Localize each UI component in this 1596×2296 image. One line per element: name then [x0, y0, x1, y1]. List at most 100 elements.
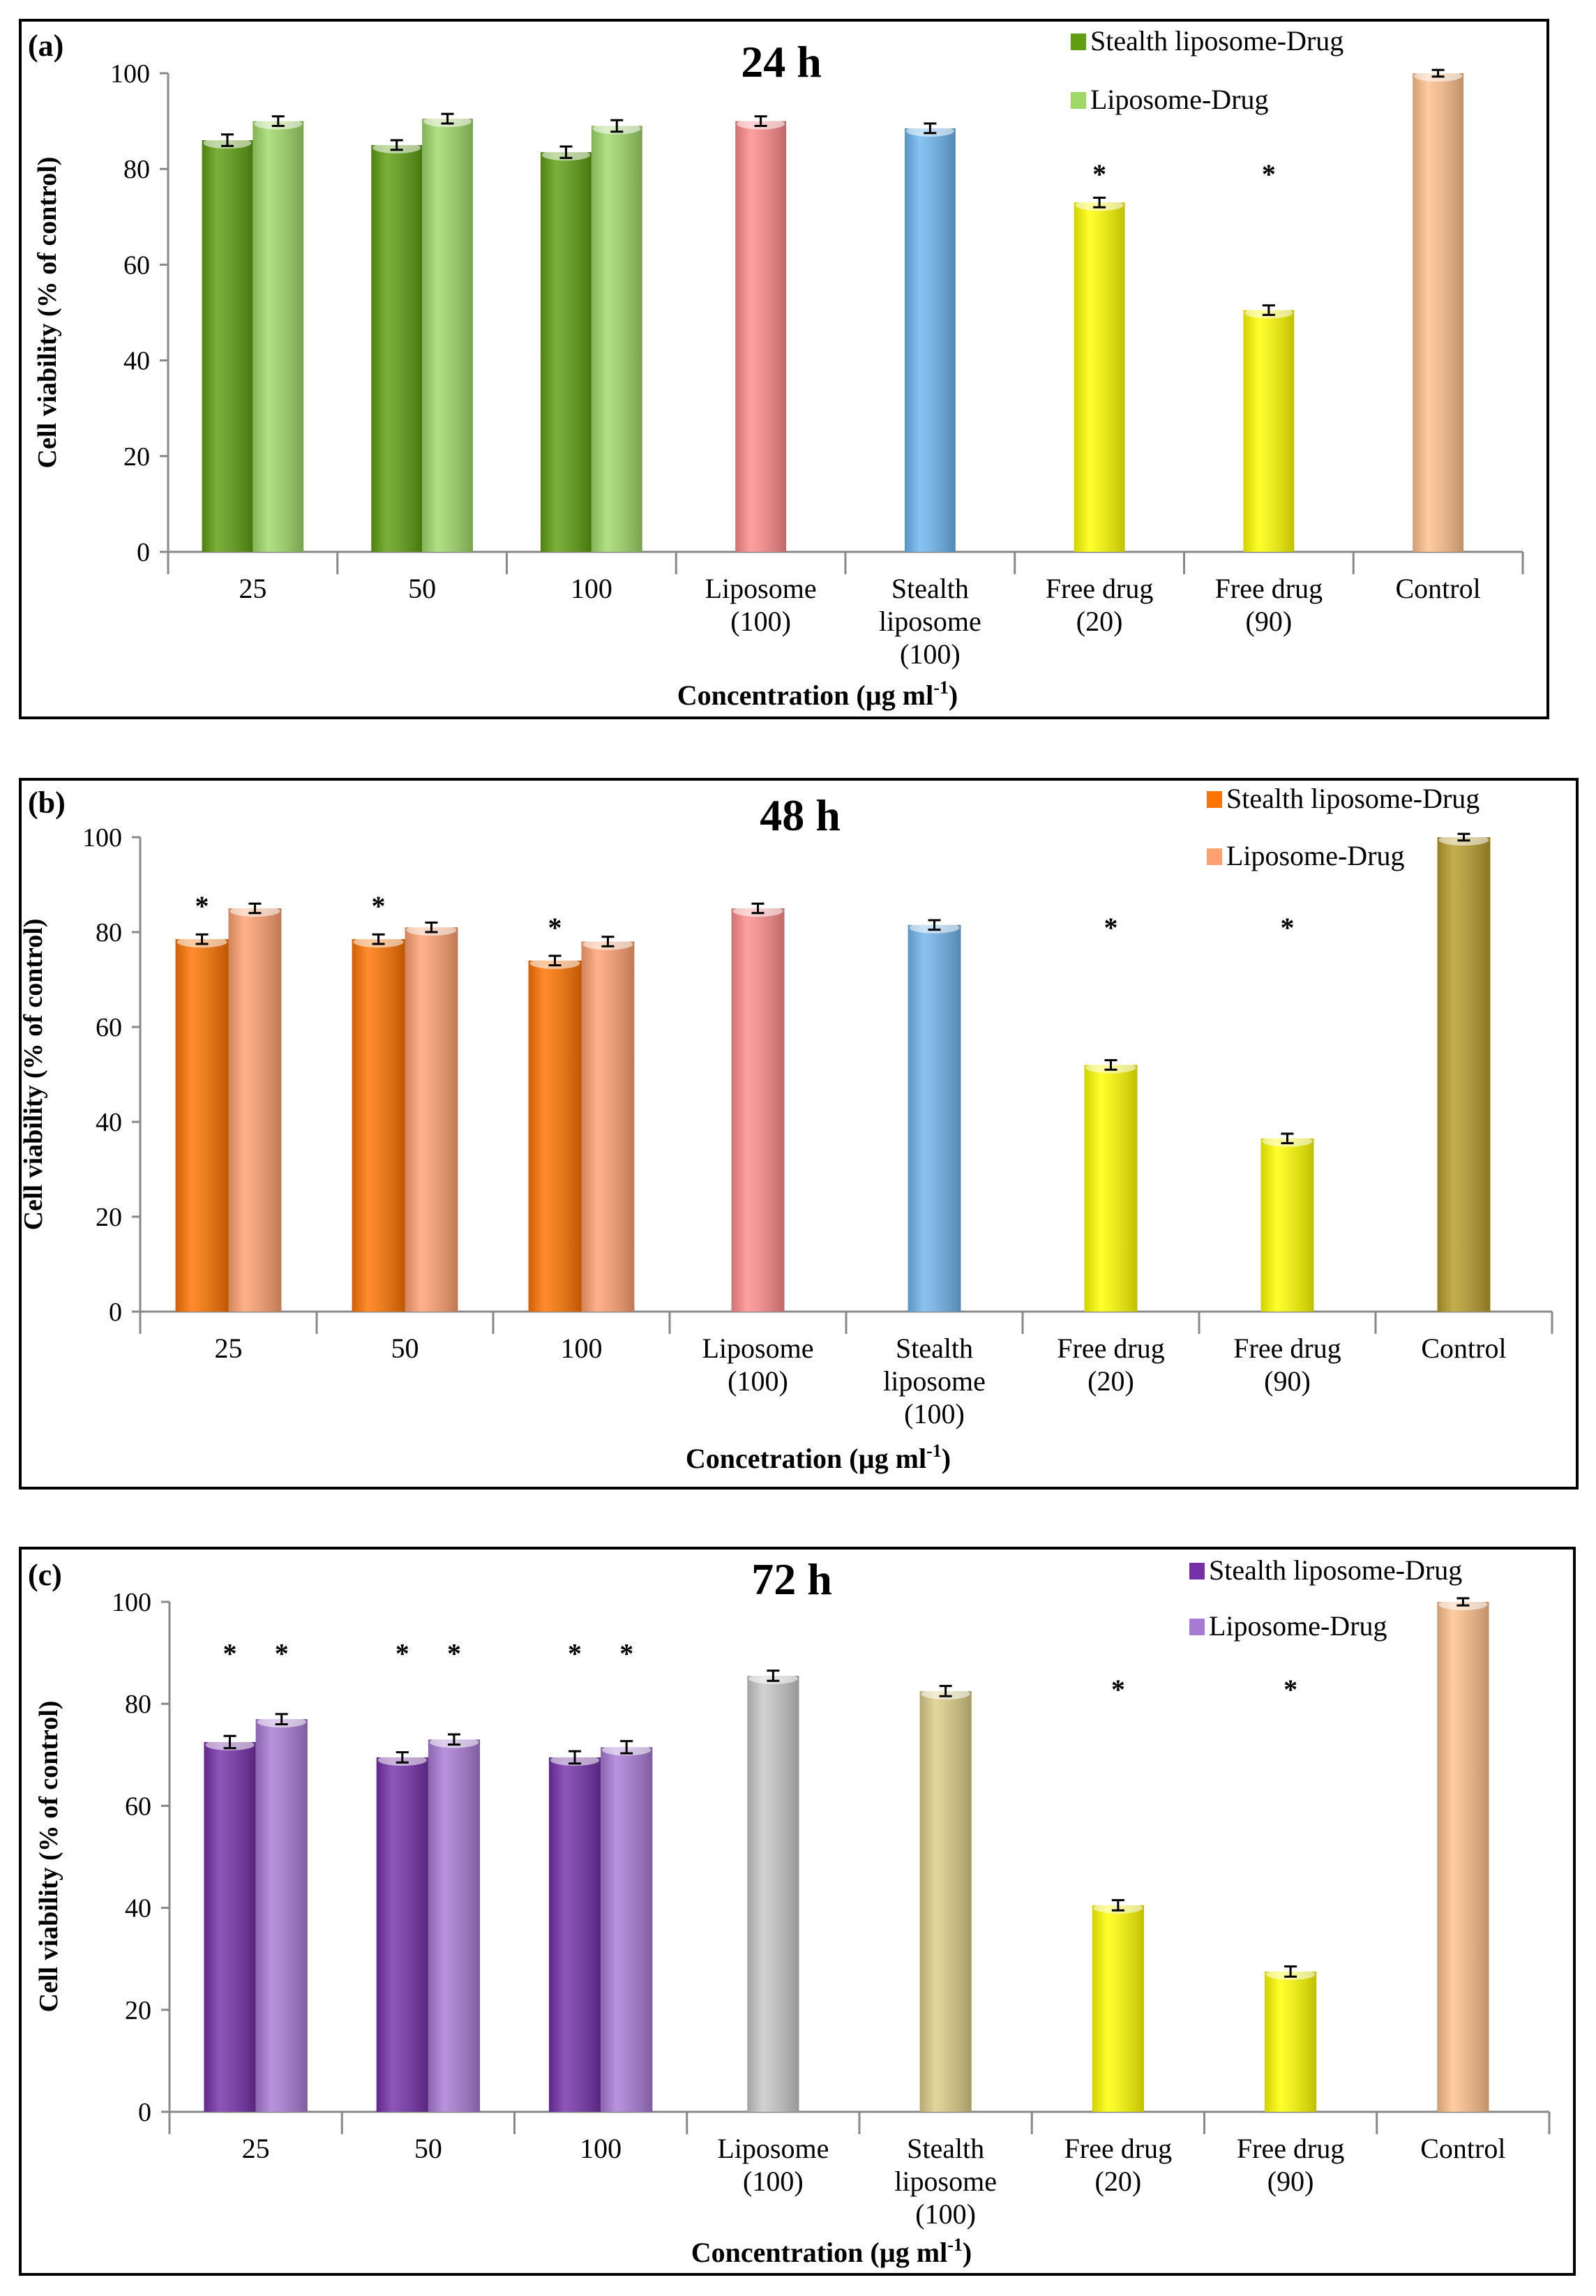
x-axis-title-end: ) [949, 680, 958, 711]
y-axis-title: Cell viability (% of control) [19, 919, 48, 1231]
bar-single-shading [1243, 310, 1295, 552]
y-tick-label: 60 [123, 250, 150, 280]
bar-stealth-liposome-drug-shading [548, 1757, 601, 2112]
x-tick-label: Free drug [1215, 573, 1323, 604]
x-tick-label: Stealth [891, 573, 969, 604]
x-tick-label: 25 [242, 2133, 270, 2164]
bar-stealth-liposome-drug-shading [541, 152, 592, 552]
significance-asterisk: * [447, 1638, 461, 1670]
chart-title: 72 h [751, 1554, 832, 1604]
legend-swatch [1207, 791, 1222, 808]
y-tick-label: 100 [82, 823, 122, 853]
x-tick-label: 50 [391, 1333, 419, 1364]
y-tick-label: 20 [123, 442, 150, 472]
x-tick-label: Free drug [1064, 2133, 1172, 2164]
x-tick-label: Free drug [1237, 2133, 1344, 2164]
x-tick-label: 25 [215, 1333, 243, 1364]
x-tick-label: (100) [743, 2166, 804, 2197]
bar-stealth-liposome-drug-shading [175, 939, 229, 1312]
panel-border [19, 19, 1549, 719]
x-tick-label: (100) [904, 1398, 965, 1430]
significance-asterisk: * [275, 1638, 289, 1670]
x-axis-title: Concentration (µg ml-1) [691, 2235, 972, 2268]
bar-liposome-drug-shading [591, 126, 642, 552]
bar-liposome-drug-shading [228, 908, 282, 1312]
bar-single-shading [1084, 1065, 1138, 1312]
significance-asterisk: * [1262, 158, 1276, 190]
y-tick-label: 20 [125, 1996, 151, 2025]
x-tick-label: Stealth [896, 1333, 973, 1364]
x-tick-label: (100) [915, 2198, 976, 2230]
x-tick-label: liposome [879, 606, 981, 637]
y-tick-label: 60 [96, 1013, 122, 1042]
legend-label: Stealth liposome-Drug [1209, 1554, 1462, 1586]
x-tick-label: Stealth [907, 2133, 984, 2164]
x-tick-label: liposome [894, 2166, 997, 2197]
y-tick-label: 0 [137, 538, 150, 567]
y-tick-label: 0 [109, 1298, 122, 1327]
x-axis-title-superscript: -1 [926, 1441, 942, 1461]
x-axis-title-superscript: -1 [933, 677, 949, 698]
legend-swatch [1189, 1563, 1205, 1580]
x-tick-label: 25 [239, 573, 266, 604]
bar-liposome-drug-shading [405, 927, 458, 1312]
significance-asterisk: * [396, 1638, 409, 1670]
y-tick-label: 0 [138, 2098, 151, 2127]
x-tick-label: 100 [580, 2133, 622, 2164]
bar-single-shading [919, 1690, 972, 2112]
x-tick-label: 100 [571, 573, 612, 604]
legend-swatch [1207, 848, 1222, 865]
panel-label: (a) [28, 29, 63, 63]
bar-liposome-drug-shading [428, 1739, 481, 2112]
x-tick-label: Control [1396, 573, 1481, 604]
x-tick-label: (90) [1264, 1365, 1311, 1397]
x-tick-label: 100 [561, 1333, 603, 1364]
significance-asterisk: * [195, 890, 209, 922]
significance-asterisk: * [548, 912, 562, 943]
bar-stealth-liposome-drug-shading [371, 144, 423, 552]
bar-single-shading [731, 908, 785, 1312]
significance-asterisk: * [568, 1638, 582, 1670]
significance-asterisk: * [223, 1638, 237, 1670]
x-tick-label: (90) [1267, 2166, 1314, 2197]
bar-stealth-liposome-drug-shading [376, 1757, 428, 2112]
bar-liposome-drug-shading [255, 1719, 308, 2112]
x-axis-title-superscript: -1 [947, 2235, 963, 2255]
legend-swatch [1071, 92, 1086, 109]
x-tick-label: (100) [900, 638, 961, 670]
y-tick-label: 80 [96, 918, 122, 947]
bar-single-shading [1265, 1971, 1317, 2112]
legend-label: Liposome-Drug [1090, 84, 1269, 115]
significance-asterisk: * [1104, 912, 1118, 943]
bar-stealth-liposome-drug-shading [352, 939, 405, 1312]
bar-single-shading [735, 121, 787, 553]
y-axis-title: Cell viability (% of control) [33, 157, 62, 469]
y-tick-label: 40 [125, 1894, 151, 1923]
x-tick-label: (20) [1095, 2166, 1142, 2197]
x-axis-title-end: ) [963, 2237, 972, 2268]
legend-swatch [1189, 1619, 1205, 1635]
y-tick-label: 100 [112, 1588, 151, 1617]
bar-single-shading [908, 924, 961, 1312]
x-tick-label: Free drug [1233, 1333, 1341, 1364]
x-tick-label: (100) [728, 1365, 788, 1397]
y-tick-label: 100 [110, 59, 150, 89]
bar-single-shading [1260, 1138, 1314, 1312]
bar-liposome-drug-shading [601, 1747, 653, 2112]
x-tick-label: Liposome [702, 1333, 814, 1364]
bar-single-shading [1074, 202, 1125, 552]
legend-label: Stealth liposome-Drug [1226, 783, 1480, 814]
x-tick-label: (20) [1076, 606, 1123, 637]
legend-label: Liposome-Drug [1226, 840, 1405, 871]
significance-asterisk: * [372, 890, 386, 922]
x-tick-label: 50 [414, 2133, 442, 2164]
bar-single-shading [1413, 73, 1464, 552]
chart-title: 24 h [741, 37, 822, 87]
y-tick-label: 20 [96, 1203, 122, 1232]
y-axis-title: Cell viability (% of control) [34, 1701, 63, 2013]
bar-liposome-drug-shading [422, 119, 473, 553]
x-tick-label: Free drug [1057, 1333, 1164, 1364]
